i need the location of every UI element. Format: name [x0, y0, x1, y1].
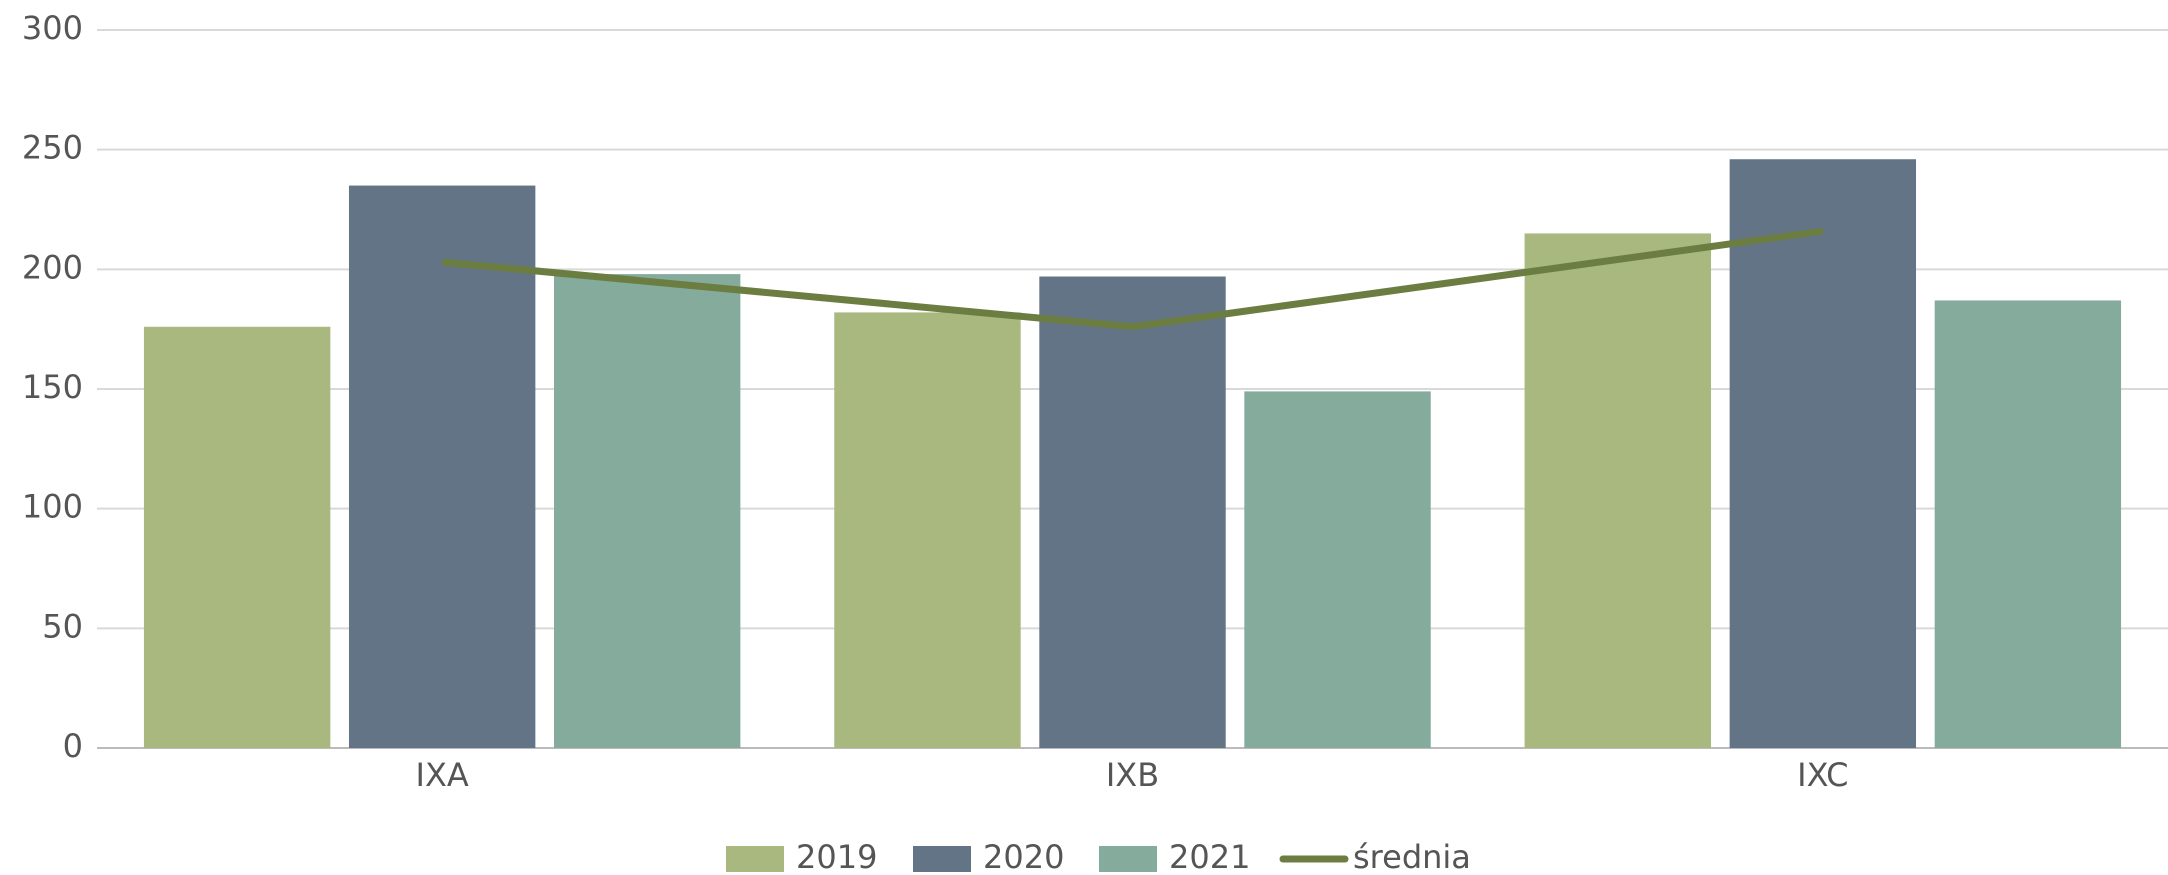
- x-tick-label: IXC: [1797, 756, 1848, 794]
- y-tick-label: 100: [22, 488, 83, 526]
- bar: [348, 185, 536, 749]
- legend-label: 2019: [796, 838, 877, 875]
- bar: [1729, 159, 1917, 749]
- y-tick-label: 250: [22, 129, 83, 167]
- bar: [1039, 276, 1226, 748]
- y-tick-label: 150: [22, 368, 83, 406]
- legend-label: średnia: [1353, 838, 1471, 875]
- bar: [554, 274, 741, 748]
- y-tick-label: 50: [42, 607, 83, 645]
- y-tick-label: 300: [22, 9, 83, 47]
- bar: [1934, 300, 2122, 748]
- legend-label: 2021: [1169, 838, 1250, 875]
- bar: [143, 326, 331, 748]
- legend-label: 2020: [983, 838, 1064, 875]
- legend-swatch: [1099, 846, 1157, 872]
- y-tick-label: 200: [22, 248, 83, 286]
- x-tick-label: IXA: [416, 756, 469, 794]
- bar: [1524, 233, 1711, 748]
- legend-swatch: [726, 846, 784, 872]
- line-series: [441, 227, 1824, 331]
- bar: [834, 312, 1021, 748]
- x-tick-label: IXB: [1106, 756, 1159, 794]
- bar: [1244, 391, 1431, 748]
- legend-swatch: [913, 846, 971, 872]
- y-tick-label: 0: [63, 727, 83, 765]
